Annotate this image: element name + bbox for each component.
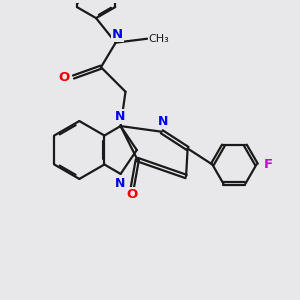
Text: N: N <box>158 116 168 128</box>
Text: O: O <box>58 70 69 83</box>
Text: N: N <box>114 110 125 123</box>
Text: N: N <box>114 177 125 190</box>
Text: N: N <box>112 28 123 41</box>
Text: F: F <box>264 158 273 171</box>
Text: O: O <box>127 188 138 201</box>
Text: CH₃: CH₃ <box>148 34 169 44</box>
